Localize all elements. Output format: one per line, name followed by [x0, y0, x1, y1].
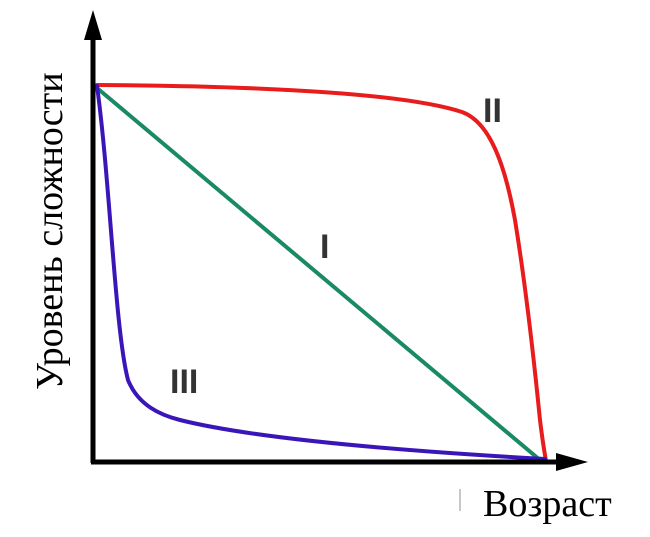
curve-i-line: [95, 86, 542, 462]
y-axis-arrow-icon: [84, 10, 102, 40]
curve-iii-label: III: [170, 363, 198, 401]
curve-iii-line: [95, 84, 547, 461]
curve-ii-line: [95, 83, 548, 463]
curve-i-label: I: [320, 228, 329, 266]
y-axis-label: Уровень сложности: [29, 72, 71, 390]
x-axis-label: Возраст: [483, 483, 612, 525]
x-axis-arrow-icon: [556, 453, 588, 471]
curve-ii-label: II: [483, 92, 502, 130]
